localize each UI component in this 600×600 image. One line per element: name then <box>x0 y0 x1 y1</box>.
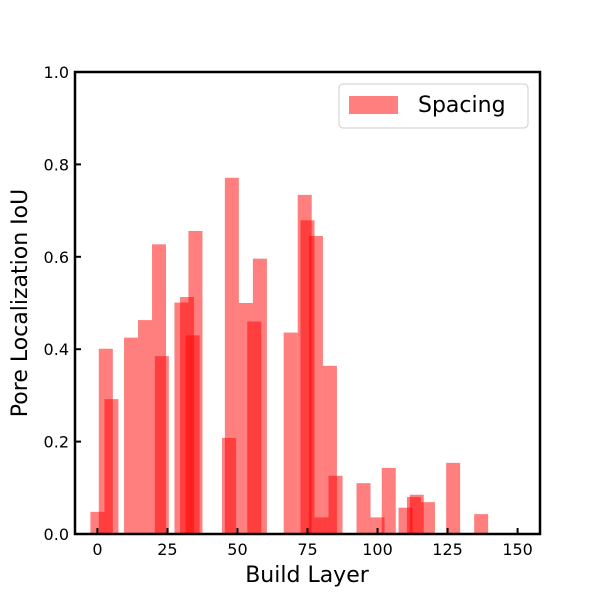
bar-spacing-12 <box>224 177 239 535</box>
bar-spacing-16 <box>283 332 298 534</box>
y-axis-label: Pore Localization IoU <box>8 189 33 417</box>
bar-spacing-24 <box>370 517 385 534</box>
bar-spacing-31 <box>474 514 489 534</box>
legend-swatch-spacing <box>349 96 398 114</box>
x-tick-label: 125 <box>432 540 463 559</box>
legend-frame <box>338 83 529 129</box>
legend: Spacing <box>338 83 529 129</box>
legend-label-spacing: Spacing <box>418 93 506 118</box>
x-tick-label: 50 <box>227 540 247 559</box>
x-tick-label: 100 <box>362 540 393 559</box>
x-tick-label: 75 <box>297 540 317 559</box>
bar-spacing-15 <box>252 258 267 534</box>
bar-spacing-23 <box>356 483 371 534</box>
y-tick-label: 1.0 <box>44 63 69 82</box>
x-axis-label: Build Layer <box>245 563 370 588</box>
bar-spacing-25 <box>381 467 396 534</box>
y-tick-label: 0.0 <box>44 525 69 544</box>
y-axis-ticks: 0.0 0.2 0.4 0.6 0.8 1.0 <box>44 63 81 544</box>
bar-spacing-19 <box>308 236 323 534</box>
y-tick-label: 0.8 <box>44 155 69 174</box>
x-tick-label: 150 <box>502 540 533 559</box>
y-tick-label: 0.2 <box>44 433 69 452</box>
bars-layer <box>90 177 489 535</box>
bar-spacing-28 <box>409 494 424 534</box>
x-tick-label: 25 <box>157 540 177 559</box>
bar-spacing-10 <box>188 230 203 534</box>
x-tick-label: 0 <box>92 540 102 559</box>
bar-spacing-3 <box>124 337 139 534</box>
bar-spacing-6 <box>154 356 169 534</box>
y-tick-label: 0.6 <box>44 248 69 267</box>
bar-spacing-2 <box>104 399 119 534</box>
bar-spacing-30 <box>446 462 461 534</box>
bar-spacing-29 <box>420 502 435 534</box>
x-axis-ticks: 0 25 50 75 100 125 150 <box>92 528 533 559</box>
bar-spacing-4 <box>138 320 153 534</box>
bar-spacing-22 <box>328 475 343 534</box>
y-tick-label: 0.4 <box>44 340 69 359</box>
